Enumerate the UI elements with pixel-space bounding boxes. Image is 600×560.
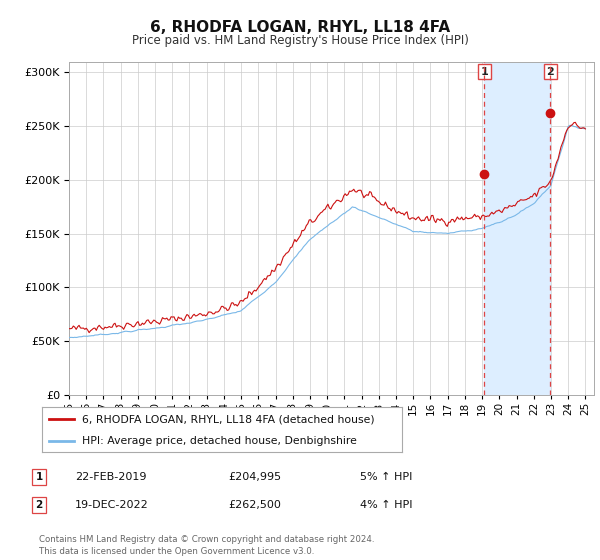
Text: 2: 2 [35,500,43,510]
Text: 19-DEC-2022: 19-DEC-2022 [75,500,149,510]
Text: 6, RHODFA LOGAN, RHYL, LL18 4FA (detached house): 6, RHODFA LOGAN, RHYL, LL18 4FA (detache… [82,414,374,424]
Text: 1: 1 [481,67,488,77]
Text: 6, RHODFA LOGAN, RHYL, LL18 4FA: 6, RHODFA LOGAN, RHYL, LL18 4FA [150,20,450,35]
Text: 4% ↑ HPI: 4% ↑ HPI [360,500,413,510]
Bar [484,62,550,395]
Text: 22-FEB-2019: 22-FEB-2019 [75,472,146,482]
Text: Price paid vs. HM Land Registry's House Price Index (HPI): Price paid vs. HM Land Registry's House … [131,34,469,46]
Text: £204,995: £204,995 [228,472,281,482]
Text: £262,500: £262,500 [228,500,281,510]
Text: 2: 2 [547,67,554,77]
Text: HPI: Average price, detached house, Denbighshire: HPI: Average price, detached house, Denb… [82,436,356,446]
Text: 1: 1 [35,472,43,482]
Text: 5% ↑ HPI: 5% ↑ HPI [360,472,412,482]
Text: Contains HM Land Registry data © Crown copyright and database right 2024.
This d: Contains HM Land Registry data © Crown c… [39,535,374,556]
